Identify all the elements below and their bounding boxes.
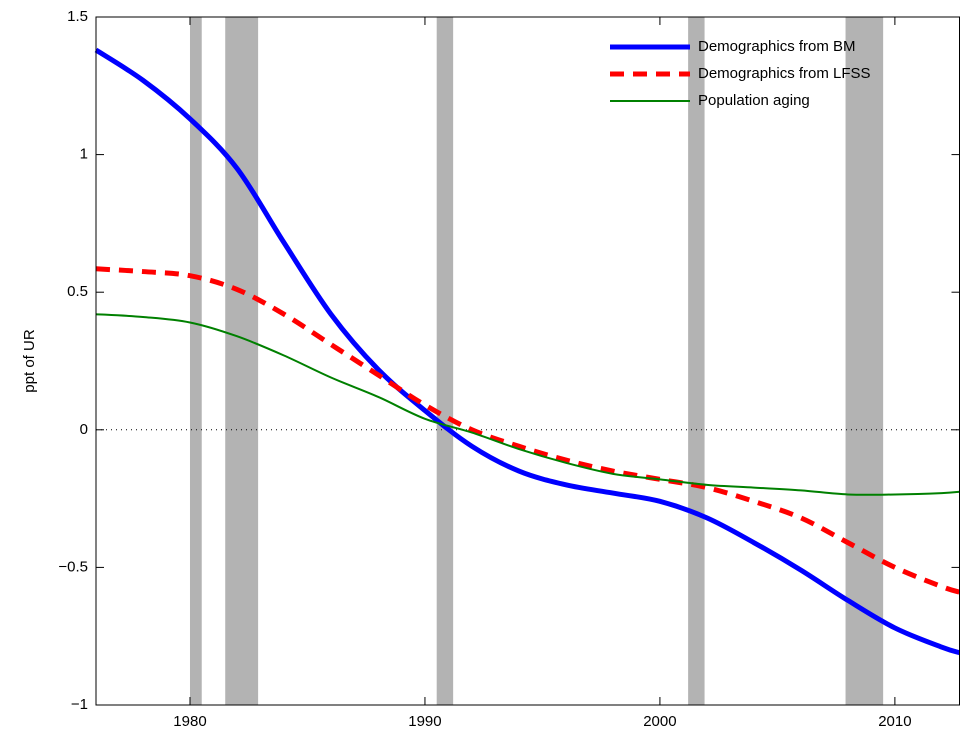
y-tick-label: 1 [80, 146, 88, 163]
series-line [95, 266, 960, 595]
legend-label: Demographics from LFSS [698, 65, 871, 82]
y-tick-label: −1 [71, 696, 88, 713]
x-tick-label: 2000 [643, 713, 676, 730]
y-tick-label: −0.5 [58, 558, 88, 575]
series-line [95, 313, 960, 496]
y-tick-label: 0.5 [67, 283, 88, 300]
recession-band [436, 17, 454, 705]
x-tick-label: 1990 [408, 713, 441, 730]
recession-band [189, 17, 202, 705]
series-line [94, 47, 960, 656]
recession-band [225, 17, 259, 705]
y-tick-label: 0 [80, 421, 88, 438]
x-tick-label: 2010 [878, 713, 911, 730]
recession-band [845, 17, 884, 705]
y-axis-label: ppt of UR [21, 329, 38, 393]
y-tick-label: 1.5 [67, 8, 88, 25]
recession-band [688, 17, 705, 705]
legend-label: Demographics from BM [698, 38, 856, 55]
legend-label: Population aging [698, 92, 810, 109]
x-tick-label: 1980 [173, 713, 206, 730]
